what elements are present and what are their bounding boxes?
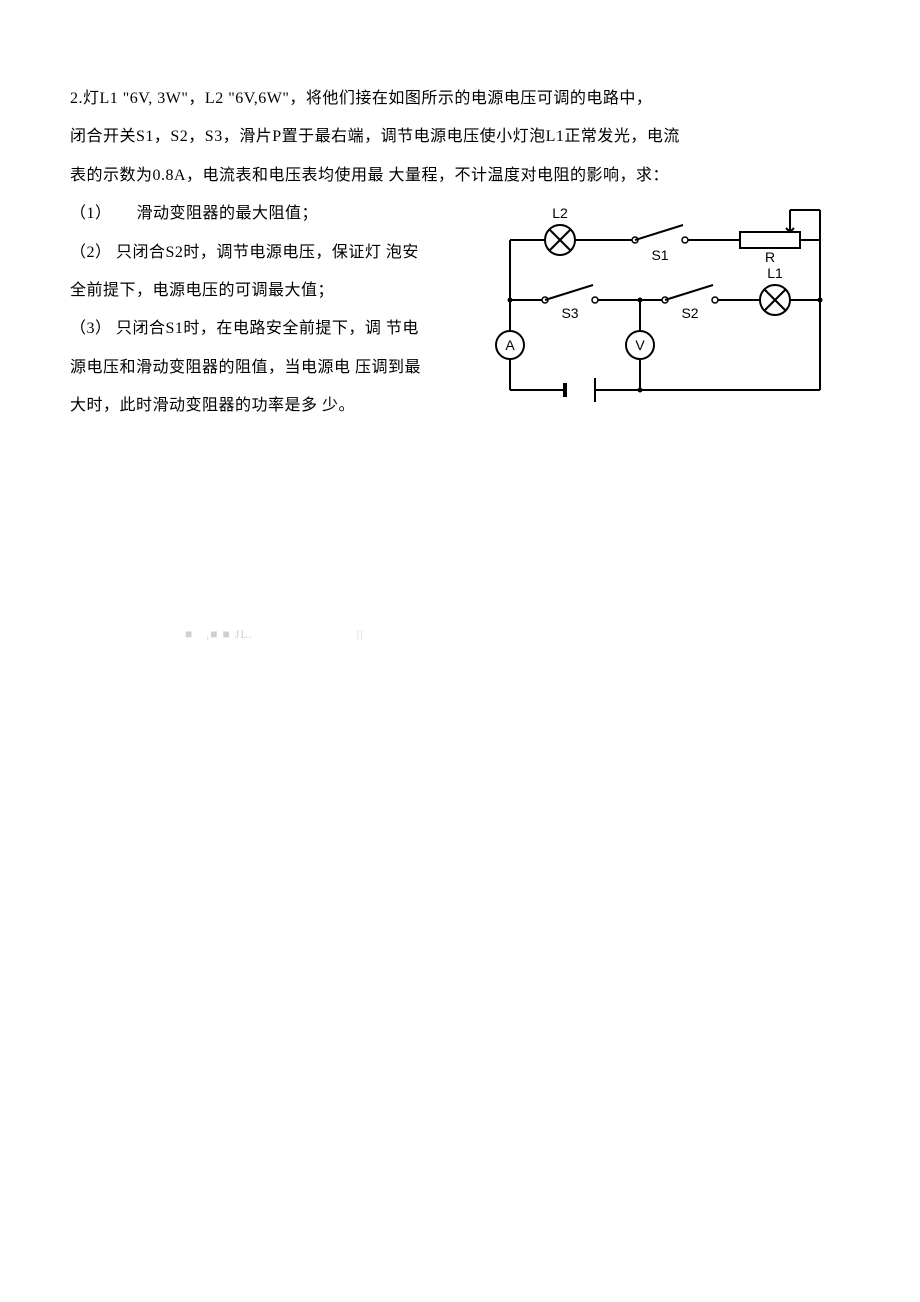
question-3-line-2: 源电压和滑动变阻器的阻值，当电源电 压调到最 [70, 349, 465, 387]
intro-line-2: 闭合开关S1，S2，S3，滑片P置于最右端，调节电源电压使小灯泡L1正常发光，电… [70, 118, 850, 156]
svg-text:L1: L1 [767, 265, 783, 281]
intro-line-1: 2.灯L1 "6V, 3W"，L2 "6V,6W"，将他们接在如图所示的电源电压… [70, 80, 850, 118]
svg-text:A: A [505, 337, 515, 353]
question-2-line-2: 全前提下，电源电压的可调最大值； [70, 272, 465, 310]
svg-text:L2: L2 [552, 205, 568, 221]
question-2-line-1: （2） 只闭合S2时，调节电源电压，保证灯 泡安 [70, 234, 465, 272]
question-list: （1） 滑动变阻器的最大阻值； （2） 只闭合S2时，调节电源电压，保证灯 泡安… [70, 195, 465, 425]
svg-text:S2: S2 [681, 305, 698, 321]
question-3-line-1: （3） 只闭合S1时，在电路安全前提下，调 节电 [70, 310, 465, 348]
intro-line-3: 表的示数为0.8A，电流表和电压表均使用最 大量程，不计温度对电阻的影响，求： [70, 157, 850, 195]
main-row: （1） 滑动变阻器的最大阻值； （2） 只闭合S2时，调节电源电压，保证灯 泡安… [70, 195, 850, 425]
svg-text:S1: S1 [651, 247, 668, 263]
svg-text:R: R [765, 249, 775, 265]
problem-intro: 2.灯L1 "6V, 3W"，L2 "6V,6W"，将他们接在如图所示的电源电压… [70, 80, 850, 195]
content-wrapper: 2.灯L1 "6V, 3W"，L2 "6V,6W"，将他们接在如图所示的电源电压… [70, 80, 850, 426]
svg-text:V: V [635, 337, 645, 353]
circuit-diagram: A L2 S1 [480, 200, 850, 420]
question-1: （1） 滑动变阻器的最大阻值； [70, 195, 465, 233]
svg-text:S3: S3 [561, 305, 578, 321]
question-3-line-3: 大时，此时滑动变阻器的功率是多 少。 [70, 387, 465, 425]
artifact-text: ■ ,■ ■ JL. || [185, 625, 364, 642]
